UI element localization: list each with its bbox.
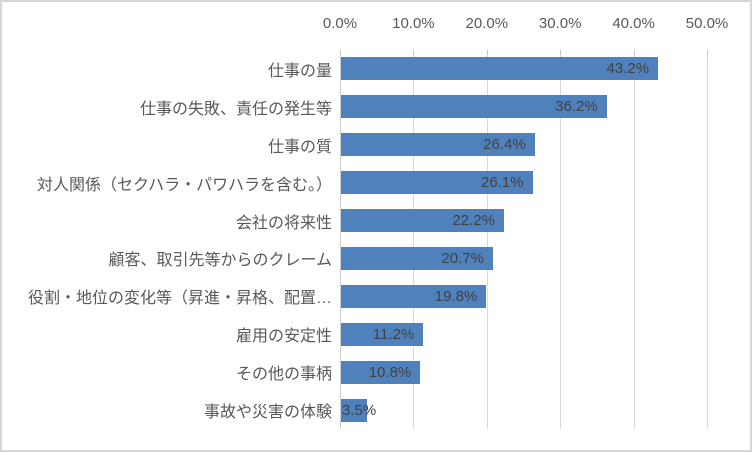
value-label: 26.4% (483, 136, 526, 154)
x-axis-tick-label: 50.0% (685, 15, 729, 32)
value-label: 11.2% (372, 325, 415, 343)
category-label: その他の事柄 (235, 366, 332, 384)
value-label: 43.2% (606, 60, 650, 78)
value-label: 10.8% (368, 363, 412, 381)
category-label: 対人関係（セクハラ・パワハラを含む。） (36, 176, 332, 194)
x-axis-tick-label: 40.0% (612, 15, 655, 32)
axis-tick (560, 50, 562, 59)
bar (341, 322, 424, 346)
bar (341, 246, 493, 270)
axis-tick (486, 50, 488, 59)
category-label: 役割・地位の変化等（昇進・昇格、配置… (27, 290, 332, 308)
category-label: 雇用の安定性 (235, 328, 332, 346)
bar (341, 171, 533, 195)
gridline (413, 50, 415, 429)
bar (341, 398, 367, 422)
category-label: 仕事の失敗、責任の発生等 (139, 100, 332, 118)
bar (341, 95, 607, 119)
bar (341, 133, 535, 157)
category-label: 会社の将来性 (235, 214, 332, 232)
bar (341, 284, 487, 308)
x-axis-tick-label: 20.0% (465, 15, 509, 32)
axis-tick (413, 50, 415, 59)
category-label: 顧客、取引先等からのクレーム (108, 252, 332, 270)
gridline (707, 50, 708, 429)
value-label: 20.7% (441, 249, 484, 267)
axis-tick (707, 50, 708, 59)
value-label: 3.5% (342, 401, 377, 419)
value-label: 22.2% (452, 212, 495, 230)
axis-tick (340, 50, 341, 59)
bar (341, 57, 659, 81)
gridline (486, 50, 488, 429)
value-label: 26.1% (481, 174, 524, 192)
category-label: 仕事の質 (267, 138, 332, 156)
category-label: 仕事の量 (267, 62, 332, 80)
gridline (633, 50, 635, 429)
x-axis-tick-label: 30.0% (538, 15, 582, 32)
bar (341, 209, 504, 233)
x-axis-tick-label: 0.0% (322, 15, 358, 32)
value-label: 36.2% (555, 98, 598, 116)
axis-tick (633, 50, 635, 59)
category-label: 事故や災害の体験 (203, 404, 332, 422)
bar (341, 360, 421, 384)
x-axis-tick-label: 10.0% (392, 15, 435, 32)
value-label: 19.8% (434, 287, 478, 305)
gridline (560, 50, 562, 429)
y-axis-line (340, 50, 341, 429)
